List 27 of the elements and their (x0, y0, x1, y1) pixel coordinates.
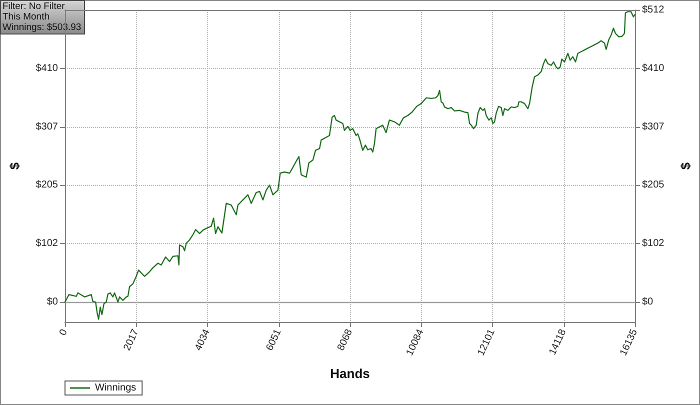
x-tick-label: 14118 (547, 327, 569, 357)
x-tick-label: 8068 (336, 327, 356, 352)
y-tick-label: $102 (36, 238, 58, 250)
y2-tick-label: $307 (642, 121, 665, 132)
y-tick-label: $410 (36, 62, 58, 74)
x-tick-label: 10084 (404, 327, 426, 358)
text: This Month (2, 12, 50, 22)
y-tick-label: $205 (36, 180, 58, 191)
legend-label: Winnings (95, 382, 136, 394)
y2-tick-label: $512 (642, 4, 665, 16)
y2-tick-label: $205 (642, 180, 665, 191)
x-tick-label: 4034 (193, 327, 213, 352)
y2-axis-title: $ (678, 162, 693, 170)
x-tick-label: 2017 (122, 327, 142, 352)
y-tick-label: $0 (46, 296, 58, 308)
x-tick-label: 12101 (476, 327, 498, 358)
y2-tick-label: $410 (642, 62, 665, 74)
y-tick-label: $307 (36, 121, 58, 132)
x-tick-label: 0 (58, 327, 70, 338)
y-axis-title: $ (7, 162, 22, 170)
x-axis-title: Hands (330, 366, 370, 381)
text: Filter: No Filter (2, 1, 65, 12)
x-tick-label: 6051 (264, 327, 284, 352)
x-tick-label: 16135 (618, 327, 640, 358)
annotation: Winnings: $503.93 (2, 22, 82, 33)
y2-tick-label: $0 (642, 296, 654, 308)
y2-tick-label: $102 (642, 238, 665, 250)
